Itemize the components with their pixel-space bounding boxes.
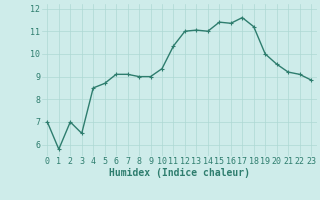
X-axis label: Humidex (Indice chaleur): Humidex (Indice chaleur)	[109, 168, 250, 178]
